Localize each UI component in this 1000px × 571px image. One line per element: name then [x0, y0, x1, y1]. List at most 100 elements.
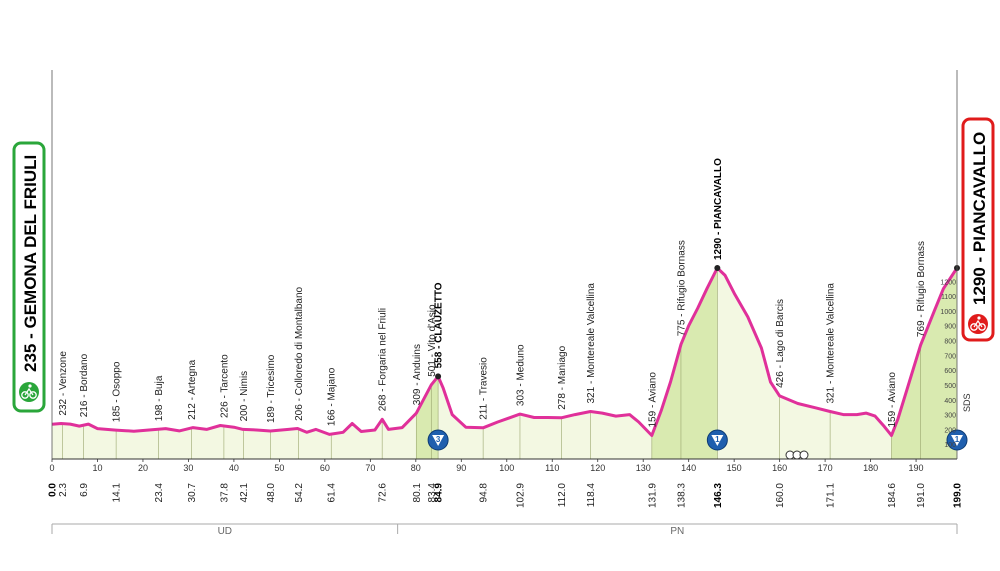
profile-line	[51, 266, 959, 437]
x-tick-label-100: 100	[499, 463, 514, 473]
distance-label-2.3: 2.3	[58, 483, 69, 497]
altitude-tick-1100: 1100	[941, 294, 956, 301]
place-label-16: 303 - Meduno	[516, 344, 527, 406]
altitude-tick-500: 500	[944, 383, 956, 390]
place-label-6: 226 - Tarcento	[219, 354, 230, 418]
distance-label-184.6: 184.6	[887, 483, 898, 508]
altitude-tick-1200: 1200	[940, 279, 956, 286]
place-label-22: 426 - Lago di Barcis	[775, 299, 786, 388]
place-label-13: 501 - Vito d'Asio	[427, 304, 438, 377]
altitude-tick-1000: 1000	[940, 309, 956, 316]
x-tick-label-180: 180	[863, 463, 878, 473]
distance-label-191.0: 191.0	[916, 483, 927, 508]
distance-label-83.4: 83.4	[427, 483, 438, 503]
distance-label-84.9: 84.9	[434, 483, 445, 503]
altitude-tick-600: 600	[944, 368, 956, 375]
x-tick-label-130: 130	[636, 463, 651, 473]
x-tick-label-70: 70	[365, 463, 375, 473]
place-label-9: 206 - Colloredo di Montalbano	[294, 286, 305, 420]
start-badge: 235 - GEMONA DEL FRIULI	[12, 141, 46, 413]
distance-axis: 0 10 20 30 40 50 60 70 80 90 100 110 120 130 140 150 160…	[49, 70, 958, 473]
distance-label-199.0: 199.0	[953, 483, 964, 508]
route-markers-icon	[785, 450, 809, 460]
place-label-20: 775 - Rifugio Bornass	[677, 240, 688, 336]
altitude-tick-400: 400	[944, 398, 956, 405]
x-tick-label-90: 90	[456, 463, 466, 473]
place-label-4: 198 - Buja	[154, 375, 165, 421]
distance-label-14.1: 14.1	[112, 483, 123, 503]
climb-badge-label-2: 1	[715, 435, 720, 444]
profile-fill-layer	[52, 268, 957, 459]
start-location-label: 235 - GEMONA DEL FRIULI	[21, 155, 40, 372]
altitude-tick-800: 800	[944, 339, 956, 346]
climb-badge-triangle-3	[951, 435, 963, 446]
x-tick-label-60: 60	[320, 463, 330, 473]
altitude-scale: 100 200 300 400 500 600 700 800 900 1000 1100 1200	[940, 279, 956, 449]
climb-badge-triangle-1	[432, 435, 445, 446]
place-label-24: 159 - Aviano	[887, 372, 898, 428]
distance-label-94.8: 94.8	[479, 483, 490, 503]
x-tick-label-140: 140	[681, 463, 696, 473]
x-tick-label-40: 40	[229, 463, 239, 473]
distance-label-80.1: 80.1	[412, 483, 423, 503]
climb-badge-label-3: 1	[955, 435, 960, 444]
place-label-14: 558 - CLAUZETTO	[434, 282, 445, 368]
place-label-10: 166 - Majano	[327, 367, 338, 426]
distance-labels: 0.0 2.3 6.9 14.1 23.4 30.7 37.8 42.1 48.0 54.2 61.…	[48, 483, 964, 508]
x-tick-label-160: 160	[772, 463, 787, 473]
distance-label-131.9: 131.9	[647, 483, 658, 508]
x-tick-label-110: 110	[545, 463, 559, 473]
place-label-18: 321 - Montereale Valcellina	[586, 283, 597, 404]
distance-label-0.0: 0.0	[48, 483, 59, 497]
place-label-23: 321 - Montereale Valcellina	[826, 283, 837, 404]
altitude-tick-100: 100	[944, 442, 956, 449]
climb-area-3	[891, 268, 957, 459]
distance-label-61.4: 61.4	[327, 483, 338, 503]
distance-label-30.7: 30.7	[187, 483, 198, 503]
place-label-11: 268 - Forgaria nel Friuli	[378, 308, 389, 411]
distance-label-54.2: 54.2	[294, 483, 305, 503]
province-bar: UD PN	[51, 523, 958, 537]
x-tick-label-120: 120	[590, 463, 605, 473]
place-label-2: 216 - Bordano	[79, 353, 90, 417]
altitude-tick-300: 300	[944, 413, 956, 420]
province-label-UD: UD	[218, 526, 232, 537]
place-labels: 232 - Venzone 216 - Bordano 185 - Osoppo 19…	[58, 158, 927, 428]
distance-label-37.8: 37.8	[219, 483, 230, 503]
altitude-tick-700: 700	[944, 353, 956, 360]
climb-badges: 3 1 1	[427, 429, 968, 451]
profile-area	[52, 268, 957, 459]
climb-badge-label-1: 3	[436, 435, 441, 444]
distance-label-48.0: 48.0	[266, 483, 277, 503]
place-label-5: 212 - Artegna	[187, 359, 198, 419]
distance-label-42.1: 42.1	[239, 483, 250, 503]
sds-label: SDS	[962, 393, 972, 412]
place-label-25: 769 - Rifugio Bornass	[916, 241, 927, 337]
place-label-7: 200 - Nimis	[239, 371, 250, 422]
x-tick-label-10: 10	[92, 463, 102, 473]
distance-label-72.6: 72.6	[378, 483, 389, 503]
profile-line-layer	[51, 265, 960, 437]
distance-label-171.1: 171.1	[826, 483, 837, 508]
climb-badge-triangle-2	[711, 435, 724, 446]
province-label-PN: PN	[670, 526, 684, 537]
distance-label-118.4: 118.4	[586, 483, 597, 508]
altitude-tick-200: 200	[944, 427, 956, 434]
place-label-19: 159 - Aviano	[647, 372, 658, 428]
place-label-3: 185 - Osoppo	[112, 361, 123, 422]
summit-dot-1	[435, 373, 442, 380]
x-tick-label-0: 0	[49, 463, 54, 473]
start-cyclist-icon	[19, 382, 39, 402]
distance-label-6.9: 6.9	[79, 483, 90, 497]
altitude-tick-900: 900	[944, 324, 956, 331]
place-label-12: 309 - Anduins	[412, 344, 423, 405]
x-tick-label-30: 30	[183, 463, 193, 473]
place-label-21: 1290 - PIANCAVALLO	[713, 158, 724, 260]
finish-location-label: 1290 - PIANCAVALLO	[970, 132, 989, 305]
x-tick-label-150: 150	[727, 463, 742, 473]
place-label-15: 211 - Travesio	[479, 357, 490, 420]
finish-cyclist-icon	[968, 314, 988, 334]
finish-badge: 1290 - PIANCAVALLO	[961, 117, 995, 342]
x-tick-label-20: 20	[138, 463, 148, 473]
